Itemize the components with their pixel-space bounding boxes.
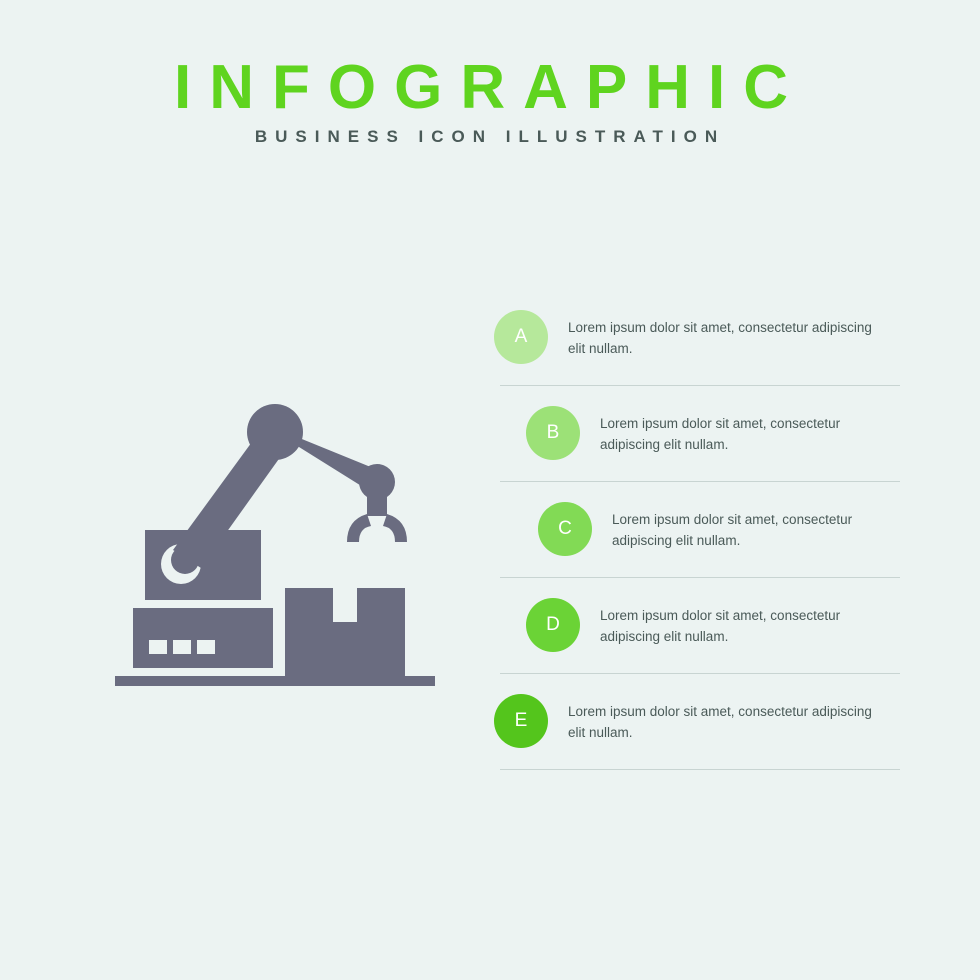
content-area: A Lorem ipsum dolor sit amet, consectetu… <box>0 290 980 890</box>
step-text: Lorem ipsum dolor sit amet, consectetur … <box>568 312 900 360</box>
step-text: Lorem ipsum dolor sit amet, consectetur … <box>600 408 900 456</box>
page-title: INFOGRAPHIC <box>0 52 980 123</box>
step-bullet-e: E <box>494 694 548 748</box>
step-bullet-d: D <box>526 598 580 652</box>
header: INFOGRAPHIC BUSINESS ICON ILLUSTRATION <box>0 0 980 147</box>
step-bullet-c: C <box>538 502 592 556</box>
step-text: Lorem ipsum dolor sit amet, consectetur … <box>612 504 900 552</box>
step-bullet-b: B <box>526 406 580 460</box>
robot-arm-icon <box>115 380 435 700</box>
list-item: A Lorem ipsum dolor sit amet, consectetu… <box>500 290 900 386</box>
page-subtitle: BUSINESS ICON ILLUSTRATION <box>0 127 980 147</box>
step-text: Lorem ipsum dolor sit amet, consectetur … <box>568 696 900 744</box>
list-item: C Lorem ipsum dolor sit amet, consectetu… <box>500 482 900 578</box>
list-item: B Lorem ipsum dolor sit amet, consectetu… <box>500 386 900 482</box>
step-bullet-a: A <box>494 310 548 364</box>
step-text: Lorem ipsum dolor sit amet, consectetur … <box>600 600 900 648</box>
list-item: D Lorem ipsum dolor sit amet, consectetu… <box>500 578 900 674</box>
step-list: A Lorem ipsum dolor sit amet, consectetu… <box>500 290 900 770</box>
list-item: E Lorem ipsum dolor sit amet, consectetu… <box>500 674 900 770</box>
